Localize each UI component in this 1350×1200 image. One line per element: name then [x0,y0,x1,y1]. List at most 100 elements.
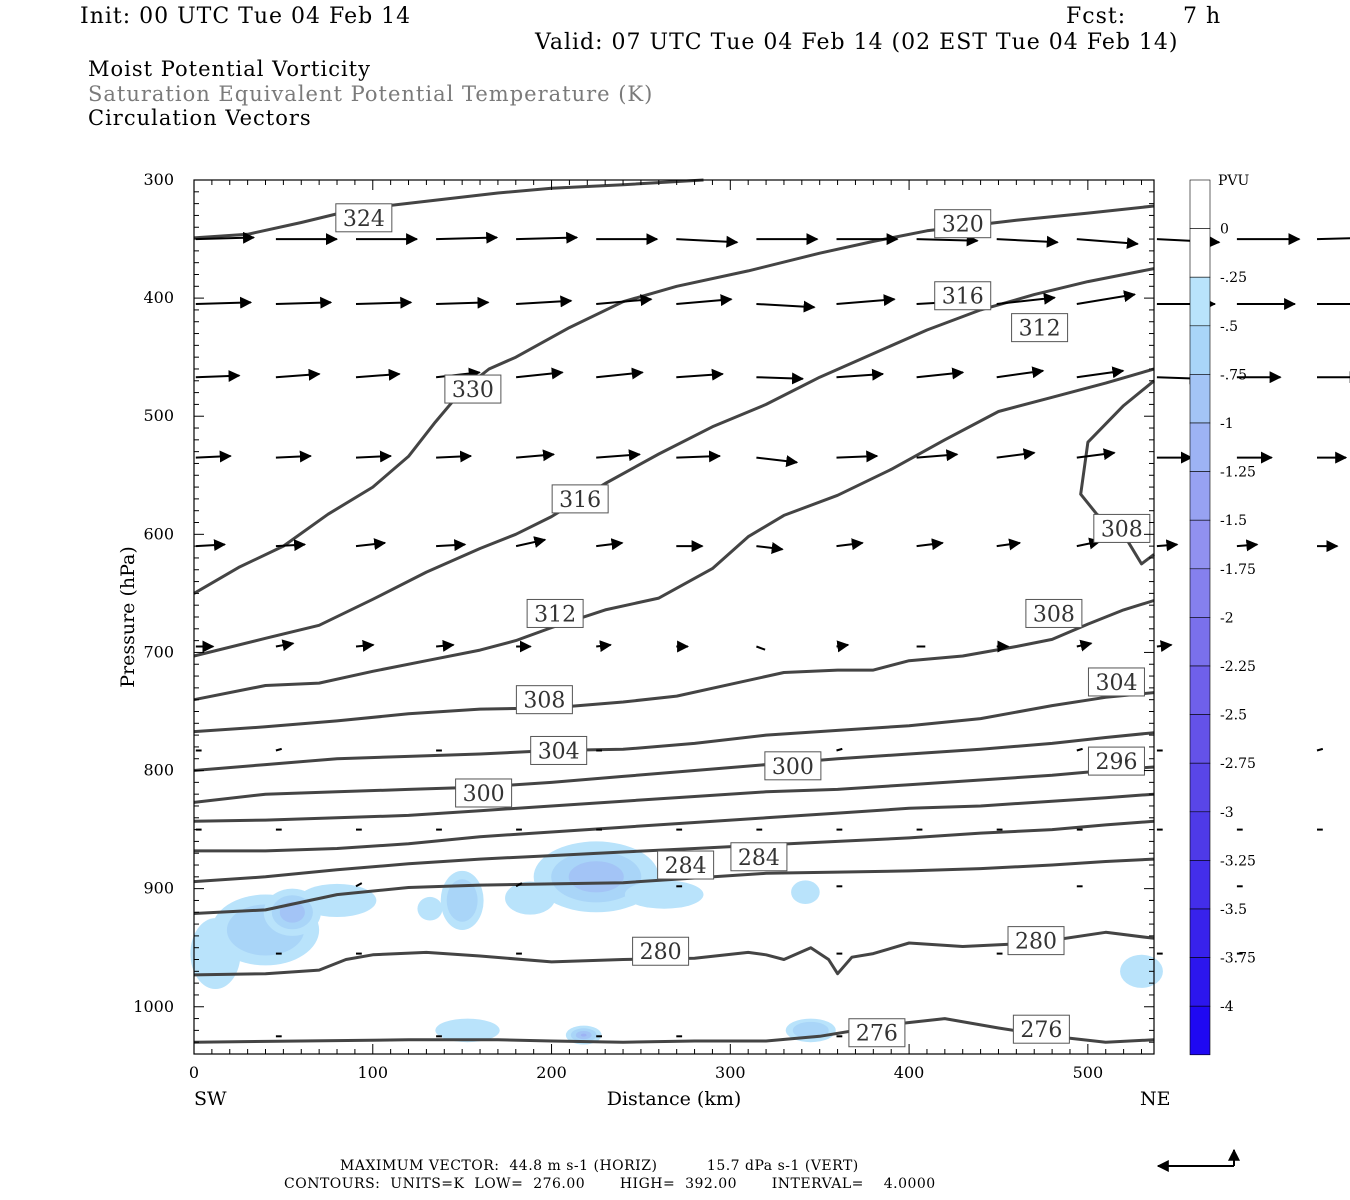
contour-label-box [335,203,393,233]
circulation-vector [836,450,879,463]
colorbar-swatch [1189,276,1211,327]
pv-area [446,879,478,922]
colorbar-label: -4 [1220,999,1234,1015]
circulation-vector [596,294,653,307]
contour-label: 304 [1087,667,1145,697]
circulation-vector [596,449,641,462]
circulation-vector [195,231,255,244]
circulation-vector [836,640,850,653]
axes: 300 400 500 600 700 800 900 1000 0 100 200 300 400 50… [133,170,1154,1082]
contour-label: 276 [848,1018,906,1048]
circulation-vector [275,296,333,309]
colorbar-label: -2.25 [1220,659,1256,675]
contour-label-text: 324 [343,207,385,232]
contour-label-text: 276 [856,1022,898,1047]
contour-label-text: 312 [1019,317,1061,342]
colorbar-label: -1.75 [1220,562,1256,578]
circulation-vector [1156,539,1179,552]
circulation-vector [515,367,564,380]
colorbar-unit: PVU [1218,173,1250,189]
colorbar-label: -3.25 [1220,853,1256,869]
contour-label: 320 [934,209,992,239]
circulation-vector [195,370,241,382]
contour-label-text: 304 [1095,671,1137,696]
circulation-vector [516,449,555,462]
circulation-vector [1076,747,1083,752]
contour-label-text: 320 [942,213,984,238]
theta-contour-288 [193,819,1155,884]
y-tick-label: 1000 [133,997,174,1016]
circulation-vector [355,368,401,381]
contour-label-text: 316 [559,488,601,513]
colorbar-swatch [1189,811,1211,861]
contour-label: 300 [764,751,822,781]
circulation-vector [916,234,979,247]
contour-label-box [730,842,788,872]
x-tick-label: 200 [536,1063,567,1082]
contour-label-box [530,735,588,765]
y-tick-label: 500 [143,406,174,425]
contour-label-box [444,374,502,404]
circulation-vector [836,294,896,307]
contour-label-box [1007,926,1065,956]
contour-label: 312 [1011,313,1069,343]
theta-contour-324 [193,178,704,240]
colorbar-label: -3.75 [1220,951,1256,967]
max-vector-note: MAXIMUM VECTOR: 44.8 m s-1 (HORIZ) 15.7 … [340,1158,859,1174]
contour-label: 296 [1087,746,1145,776]
circulation-vector [436,639,455,652]
contour-label-box [934,209,992,239]
theta-contour-276 [193,1017,1155,1044]
circulation-vector [1076,290,1136,305]
circulation-vector [996,235,1059,248]
colorbar-label: -.5 [1220,319,1238,335]
contour-label-text: 300 [772,755,814,780]
colorbar-label: -3.5 [1220,902,1247,918]
colorbar-swatch [1189,908,1211,958]
colorbar-swatch [1189,665,1211,715]
contour-label-text: 284 [738,846,780,871]
contour-label-box [1093,513,1151,543]
colorbar-swatch [1189,860,1211,910]
contour-label: 284 [730,842,788,872]
contour-label-box [526,598,584,628]
circulation-vector [355,450,392,463]
contour-label-box [515,685,573,715]
theta-contour-316 [193,267,1155,658]
colorbar-label: -1 [1220,416,1234,432]
colorbar-label: -1.25 [1220,465,1256,481]
theta-contour-300 [193,731,1155,804]
circulation-vector [836,368,885,381]
circulation-vector [516,295,573,308]
title-line-2: Saturation Equivalent Potential Temperat… [88,82,654,106]
circulation-vector [996,538,1022,551]
x-tick-label: 100 [357,1063,388,1082]
contour-label: 330 [444,374,502,404]
contour-label: 308 [1025,598,1083,628]
contour-label-box [1087,667,1145,697]
pv-area [792,1021,829,1039]
circulation-vector [516,231,579,244]
theta-contour-280 [193,930,1155,977]
pv-area [580,1033,587,1037]
contour-label-text: 308 [1033,602,1075,627]
circulation-vector [756,455,799,468]
circulation-vector [756,372,804,385]
contour-label-text: 280 [1015,930,1057,955]
colorbar-swatch [1189,1005,1211,1056]
colorbar-swatch [1189,617,1211,667]
contour-label-box [632,936,690,966]
contour-label: 316 [551,484,609,514]
circulation-vector [275,368,321,381]
contour-label-text: 280 [640,940,682,965]
circulation-vector [676,294,733,307]
x-tick-label: 300 [715,1063,746,1082]
colorbar-swatch [1189,179,1211,229]
contour-label-box [848,1018,906,1048]
circulation-vector [996,366,1045,379]
reference-vector-icon [1156,1148,1240,1172]
ne-label: NE [1140,1088,1171,1110]
pv-area [568,861,624,893]
circulation-vector [436,296,490,309]
